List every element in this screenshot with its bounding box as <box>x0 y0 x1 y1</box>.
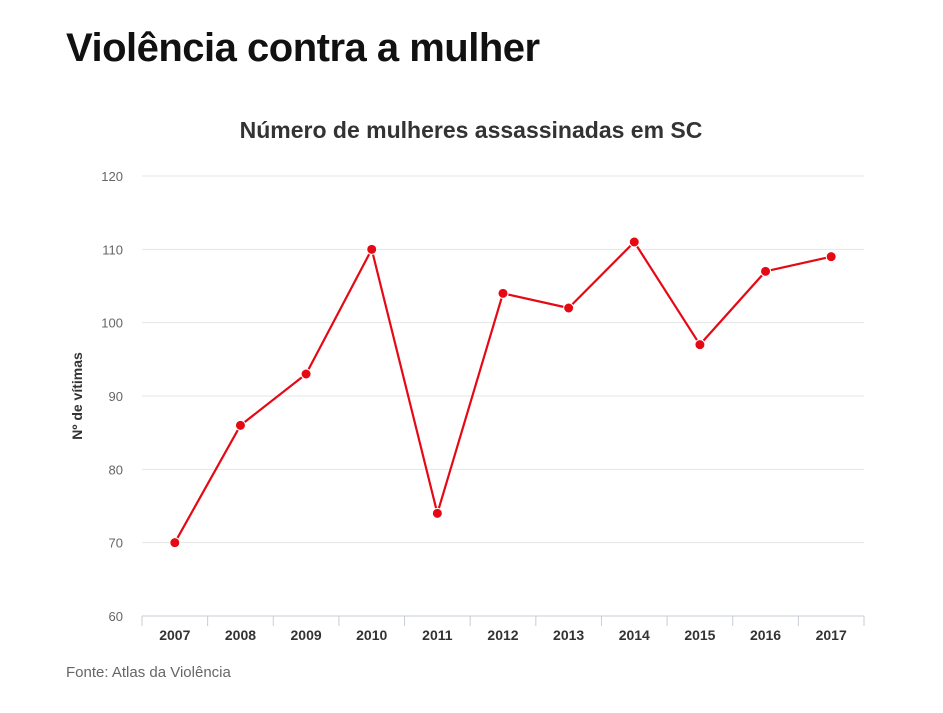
grid-lines <box>142 175 864 544</box>
chart-title: Número de mulheres assassinadas em SC <box>240 117 703 143</box>
data-point <box>628 236 640 248</box>
y-axis-ticks: 60 70 80 90 100 110 120 <box>101 169 123 624</box>
x-tick-label: 2016 <box>750 627 781 643</box>
y-tick-label: 60 <box>109 609 123 624</box>
data-point <box>169 537 181 549</box>
data-point <box>825 251 837 263</box>
data-point <box>563 302 575 314</box>
x-tick-label: 2013 <box>553 627 584 643</box>
data-point <box>300 368 312 380</box>
x-tick-label: 2017 <box>816 627 847 643</box>
data-point <box>694 339 706 351</box>
x-tick-label: 2008 <box>225 627 256 643</box>
source-note: Fonte: Atlas da Violência <box>66 664 231 681</box>
y-tick-label: 80 <box>109 462 123 477</box>
x-tick-label: 2009 <box>291 627 322 643</box>
x-tick-label: 2007 <box>159 627 190 643</box>
x-tick-label: 2014 <box>619 627 650 643</box>
x-tick-label: 2010 <box>356 627 387 643</box>
y-tick-label: 100 <box>101 316 123 331</box>
x-tick-label: 2012 <box>487 627 518 643</box>
x-axis: 2007 2008 2009 2010 2011 2012 2013 2014 2015 2016… <box>141 615 865 643</box>
y-tick-label: 120 <box>101 169 123 184</box>
data-point <box>234 419 246 431</box>
series-line <box>173 240 832 544</box>
series-line-layer <box>173 240 832 544</box>
data-point <box>366 243 378 255</box>
data-point <box>497 287 509 299</box>
page-title: Violência contra a mulher <box>66 26 540 70</box>
y-axis-label: Nº de vítimas <box>69 352 85 440</box>
x-tick-label: 2015 <box>684 627 715 643</box>
y-tick-label: 110 <box>102 242 123 257</box>
y-tick-label: 90 <box>109 389 123 404</box>
series-points-layer <box>169 236 837 549</box>
data-point <box>760 265 772 277</box>
y-tick-label: 70 <box>109 536 123 551</box>
x-tick-label: 2011 <box>422 627 453 643</box>
data-point <box>431 507 443 519</box>
